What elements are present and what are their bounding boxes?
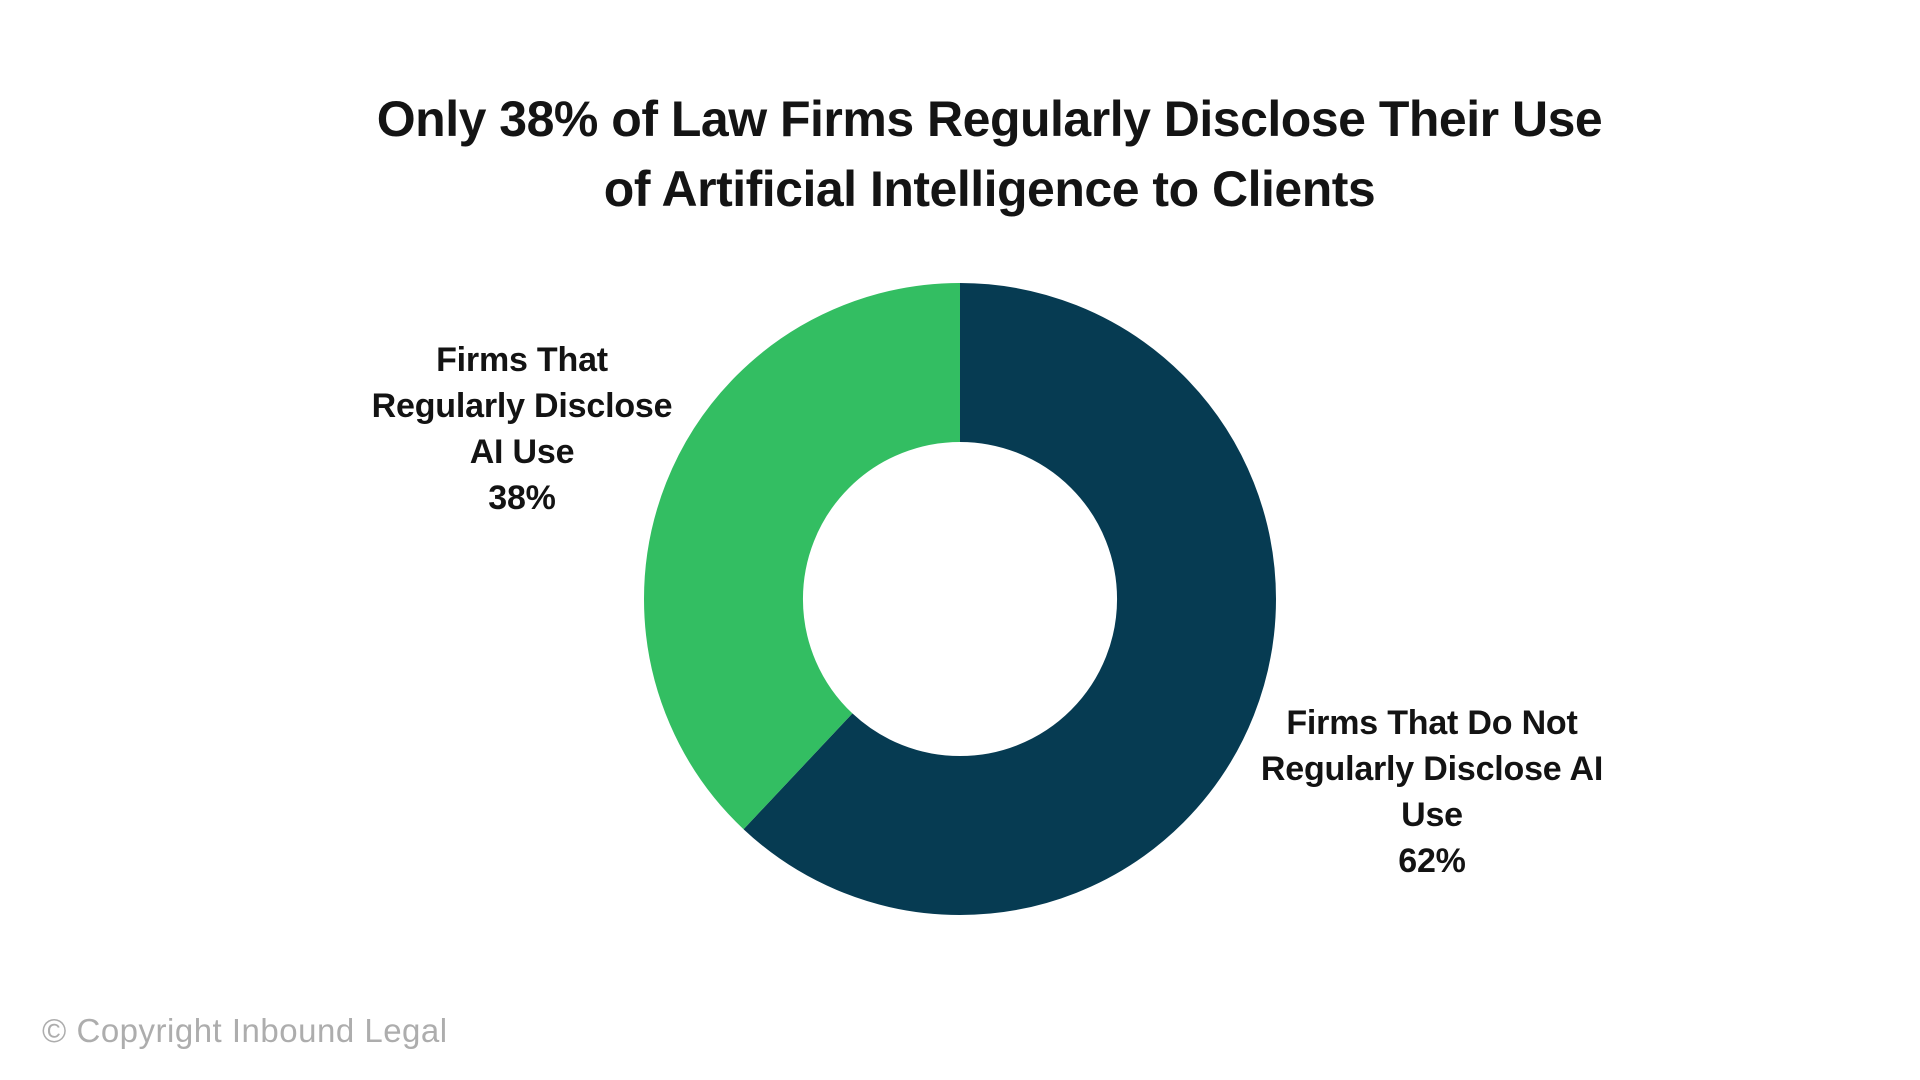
chart-title-line-2: of Artificial Intelligence to Clients — [603, 161, 1376, 217]
chart-title: Only 38% of Law Firms Regularly Disclose… — [59, 84, 1920, 224]
slice-label-line: AI Use — [469, 433, 575, 471]
slice-label-line: Firms That Do Not — [1286, 704, 1578, 742]
donut-slice-disclose — [643, 282, 1277, 916]
slice-label-regularly-disclose: Firms That Regularly Disclose AI Use 38% — [322, 337, 722, 521]
slice-label-do-not-disclose: Firms That Do Not Regularly Disclose AI … — [1232, 700, 1632, 884]
slice-label-line: Firms That — [436, 341, 608, 379]
chart-title-line-1: Only 38% of Law Firms Regularly Disclose… — [376, 91, 1603, 147]
slice-label-line: Regularly Disclose — [371, 387, 673, 425]
slice-percentage: 62% — [1398, 842, 1466, 880]
slice-label-line: Use — [1401, 796, 1463, 834]
slice-label-line: Regularly Disclose AI — [1260, 750, 1604, 788]
copyright-text: © Copyright Inbound Legal — [42, 1012, 448, 1049]
slice-percentage: 38% — [488, 479, 556, 517]
